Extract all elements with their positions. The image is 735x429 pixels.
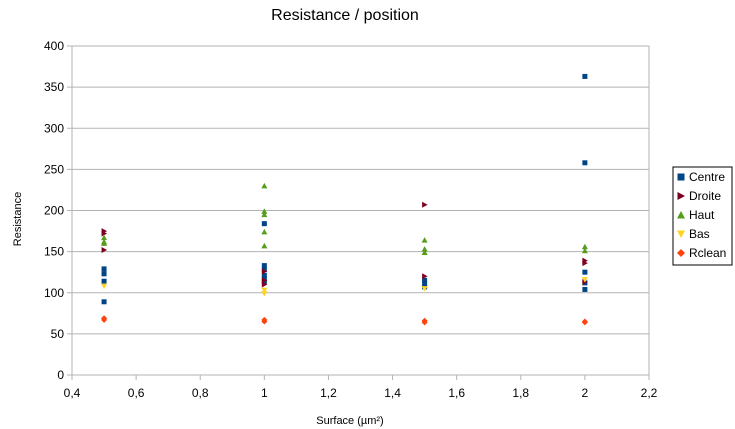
data-point <box>261 263 267 269</box>
data-point <box>261 276 267 282</box>
data-point <box>582 160 588 166</box>
data-point <box>261 211 268 218</box>
data-point <box>582 73 588 79</box>
data-point <box>261 268 268 275</box>
data-point <box>581 243 588 250</box>
data-point <box>101 230 108 237</box>
data-point <box>101 278 107 284</box>
data-point <box>261 291 268 297</box>
y-tick-label: 400 <box>44 39 64 53</box>
data-point <box>582 260 588 267</box>
data-point <box>422 201 428 208</box>
legend-marker-droite <box>677 192 685 200</box>
legend-label-rclean: Rclean <box>689 246 726 260</box>
data-point <box>422 277 428 283</box>
legend-label-centre: Centre <box>689 170 725 184</box>
chart-title: Resistance / position <box>271 7 419 24</box>
y-tick-label: 350 <box>44 80 64 94</box>
x-tick-label: 2 <box>582 386 589 400</box>
data-point <box>261 267 267 273</box>
series-rclean <box>101 315 588 326</box>
y-tick-label: 100 <box>44 286 64 300</box>
x-tick-label: 1 <box>261 386 268 400</box>
y-axis-ticks: 0 50 100 150 200 250 300 350 400 <box>44 39 72 382</box>
x-tick-label: 1,2 <box>320 386 337 400</box>
data-point <box>261 228 268 235</box>
x-tick-label: 2,2 <box>641 386 658 400</box>
legend-label-bas: Bas <box>689 227 710 241</box>
data-point <box>261 277 268 284</box>
series-haut <box>101 182 588 255</box>
legend-marker-centre <box>677 173 685 181</box>
x-tick-label: 1,8 <box>512 386 529 400</box>
data-point <box>421 249 428 255</box>
data-point <box>261 208 268 214</box>
y-tick-label: 200 <box>44 204 64 218</box>
data-point <box>101 283 108 290</box>
data-point <box>261 279 267 285</box>
data-point <box>261 287 268 294</box>
legend-label-haut: Haut <box>689 208 715 222</box>
y-tick-label: 50 <box>51 327 65 341</box>
y-axis-label: Resistance <box>12 192 24 246</box>
data-point <box>582 286 588 292</box>
data-point <box>101 240 108 246</box>
data-point <box>581 319 588 326</box>
data-point <box>421 319 428 326</box>
data-point <box>261 272 267 278</box>
plot-area-border <box>71 45 650 376</box>
x-tick-label: 1,4 <box>384 386 401 400</box>
series-bas <box>101 277 588 297</box>
series-droite <box>101 201 588 288</box>
data-point <box>261 242 268 249</box>
data-point <box>101 316 108 323</box>
legend-marker-haut <box>677 211 685 219</box>
data-points <box>101 73 588 326</box>
data-point <box>101 271 107 277</box>
data-point <box>101 299 107 305</box>
data-point <box>422 273 428 280</box>
data-point <box>422 281 428 287</box>
series-centre <box>101 73 588 305</box>
data-point <box>261 318 268 325</box>
grid-lines <box>72 45 649 376</box>
y-tick-label: 250 <box>44 162 64 176</box>
data-point <box>101 234 108 241</box>
data-point <box>581 247 588 254</box>
data-point <box>101 266 107 272</box>
y-tick-label: 300 <box>44 121 64 135</box>
data-point <box>261 221 267 227</box>
data-point <box>421 286 428 292</box>
x-tick-label: 0,8 <box>192 386 209 400</box>
x-axis-ticks: 0,4 0,6 0,8 1 1,2 1,4 1,6 1,8 2 2,2 <box>64 375 658 400</box>
data-point <box>421 237 428 243</box>
legend-label-droite: Droite <box>689 189 721 203</box>
legend-marker-bas <box>677 230 685 238</box>
data-point <box>101 246 108 253</box>
x-tick-label: 0,4 <box>64 386 81 400</box>
x-axis-label: Surface (µm²) <box>316 415 383 427</box>
data-point <box>582 269 588 275</box>
x-tick-label: 1,6 <box>448 386 465 400</box>
x-tick-label: 0,6 <box>128 386 145 400</box>
legend-marker-rclean <box>677 249 685 257</box>
data-point <box>421 246 428 252</box>
data-point <box>581 277 588 283</box>
y-tick-label: 150 <box>44 245 64 259</box>
legend: Centre Droite Haut Bas Rclean <box>672 166 733 266</box>
y-tick-label: 0 <box>57 368 64 382</box>
data-point <box>261 281 268 288</box>
data-point <box>261 182 268 189</box>
